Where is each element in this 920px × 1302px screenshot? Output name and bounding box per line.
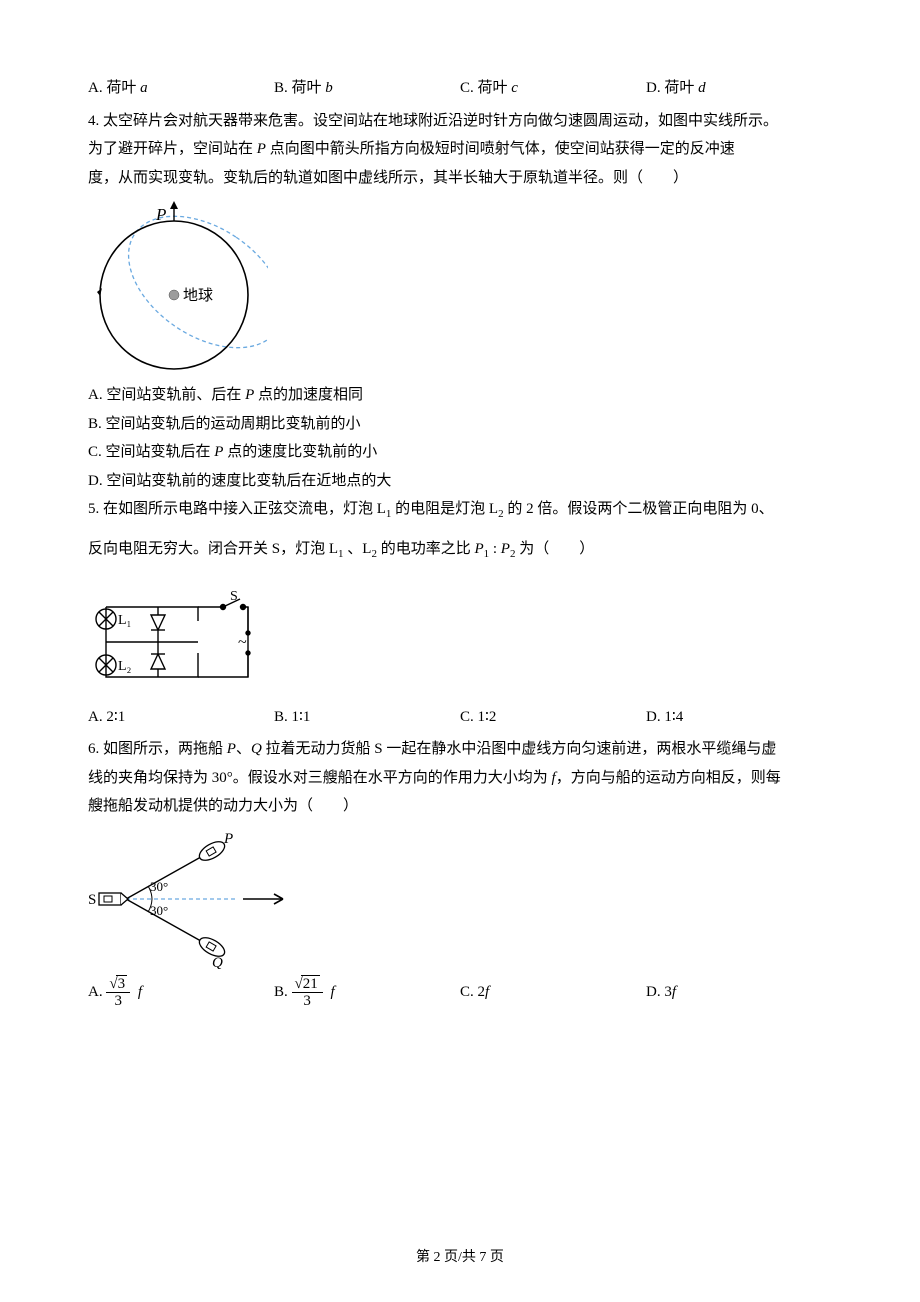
text: 在如图所示电路中接入正弦交流电，灯泡 L [103,501,386,517]
opt-var: c [511,80,518,96]
text: 的电阻是灯泡 L [391,501,498,517]
q6-options: A. 3 3 f B. 21 3 f C. 2f D. 3f [88,975,832,1010]
prefix: B. [274,984,292,1000]
earth-label: 地球 [183,287,213,304]
text: 为（ ） [515,541,594,557]
q5-stem-1: 5. 在如图所示电路中接入正弦交流电，灯泡 L1 的电阻是灯泡 L2 的 2 倍… [88,495,832,525]
q6-option-d: D. 3f [646,978,832,1007]
p-label: P [155,205,166,224]
text: 点的加速度相同 [254,387,363,403]
angle-top: 30° [150,879,168,894]
q5-option-b: B. 1∶1 [274,703,460,732]
text: 、L [344,541,372,557]
var-p: P [245,387,254,403]
var: P [227,741,236,757]
q4-option-a: A. 空间站变轨前、后在 P 点的加速度相同 [88,381,832,410]
q4-option-b: B. 空间站变轨后的运动周期比变轨前的小 [88,410,832,439]
text: 反向电阻无穷大。闭合开关 S，灯泡 L [88,541,338,557]
q4-option-c: C. 空间站变轨后在 P 点的速度比变轨前的小 [88,438,832,467]
q5-options: A. 2∶1 B. 1∶1 C. 1∶2 D. 1∶4 [88,703,832,732]
circuit-diagram: L₁ L₂ S ~ [88,577,258,697]
text: C. 空间站变轨后在 [88,444,214,460]
prefix: A. [88,984,106,1000]
q5-option-a: A. 2∶1 [88,703,274,732]
opt-text: B. 荷叶 [274,80,325,96]
q3-option-c: C. 荷叶 c [460,74,646,103]
text: 拉着无动力货船 S 一起在静水中沿图中虚线方向匀速前进，两根水平缆绳与虚 [262,741,777,757]
var: f [672,984,676,1000]
opt-var: d [698,80,706,96]
opt-var: b [325,80,333,96]
text: 如图所示，两拖船 [103,741,227,757]
q6-stem-2: 线的夹角均保持为 30°。假设水对三艘船在水平方向的作用力大小均为 f，方向与船… [88,764,832,793]
q6-stem-1: 6. 如图所示，两拖船 P、Q 拉着无动力货船 S 一起在静水中沿图中虚线方向匀… [88,735,832,764]
var: f [138,984,142,1000]
text: 线的夹角均保持为 30°。假设水对三艘船在水平方向的作用力大小均为 [88,770,552,786]
q3-option-a: A. 荷叶 a [88,74,274,103]
q3-options: A. 荷叶 a B. 荷叶 b C. 荷叶 c D. 荷叶 d [88,74,832,103]
q4-stem: 4. 太空碎片会对航天器带来危害。设空间站在地球附近沿逆时针方向做匀速圆周运动，… [88,107,832,136]
q5-number: 5. [88,501,103,517]
l2-label: L₂ [118,659,132,674]
var: f [331,984,335,1000]
text: A. 空间站变轨前、后在 [88,387,245,403]
ac-label: ~ [238,634,247,651]
text: 点向图中箭头所指方向极短时间喷射气体，使空间站获得一定的反冲速 [266,141,735,157]
q6-figure: S P Q 30° 30° [88,829,832,969]
var: f [485,984,489,1000]
radicand: 3 [116,975,128,993]
text: : [489,541,501,557]
q3-option-d: D. 荷叶 d [646,74,832,103]
var: Q [251,741,262,757]
text: C. 2 [460,984,485,1000]
l1-label: L₁ [118,613,131,628]
q3-option-b: B. 荷叶 b [274,74,460,103]
q5-figure: L₁ L₂ S ~ [88,577,832,697]
den: 3 [106,993,130,1010]
q4-number: 4. [88,113,103,129]
q5-option-c: C. 1∶2 [460,703,646,732]
angle-bottom: 30° [150,903,168,918]
q5-option-d: D. 1∶4 [646,703,832,732]
q6-option-c: C. 2f [460,978,646,1007]
q5-stem-2: 反向电阻无穷大。闭合开关 S，灯泡 L1 、L2 的电功率之比 P1 : P2 … [88,535,832,565]
q6-number: 6. [88,741,103,757]
q6-option-b: B. 21 3 f [274,975,460,1010]
orbit-diagram: 地球 P [88,200,268,375]
q4-option-d: D. 空间站变轨前的速度比变轨后在近地点的大 [88,467,832,496]
opt-var: a [140,80,148,96]
tugboat-diagram: S P Q 30° 30° [88,829,293,969]
text: ，方向与船的运动方向相反，则每 [556,770,781,786]
q4-line3: 度，从而实现变轨。变轨后的轨道如图中虚线所示，其半长轴大于原轨道半径。则（ ） [88,164,832,193]
text: 点的速度比变轨前的小 [223,444,377,460]
q6-stem-3: 艘拖船发动机提供的动力大小为（ ） [88,792,832,821]
den: 3 [292,993,323,1010]
q4-figure: 地球 P [88,200,832,375]
q6-option-a: A. 3 3 f [88,975,274,1010]
var: P [501,541,510,557]
var: P [474,541,483,557]
s-label: S [88,892,96,908]
s-label: S [230,589,238,604]
text: 为了避开碎片，空间站在 [88,141,257,157]
opt-text: D. 荷叶 [646,80,698,96]
text: D. 3 [646,984,672,1000]
q-label: Q [212,955,223,969]
radicand: 21 [301,975,320,993]
fraction: 21 3 [292,975,323,1010]
opt-text: C. 荷叶 [460,80,511,96]
text: 的 2 倍。假设两个二极管正向电阻为 0、 [504,501,774,517]
text: 、 [236,741,251,757]
page-number: 第 2 页/共 7 页 [0,1245,920,1272]
text: 的电功率之比 [377,541,475,557]
fraction: 3 3 [106,975,130,1010]
var-p: P [257,141,266,157]
p-label: P [223,831,233,847]
q4-line2: 为了避开碎片，空间站在 P 点向图中箭头所指方向极短时间喷射气体，使空间站获得一… [88,135,832,164]
q4-line1: 太空碎片会对航天器带来危害。设空间站在地球附近沿逆时针方向做匀速圆周运动，如图中… [103,113,778,129]
opt-text: A. 荷叶 [88,80,140,96]
